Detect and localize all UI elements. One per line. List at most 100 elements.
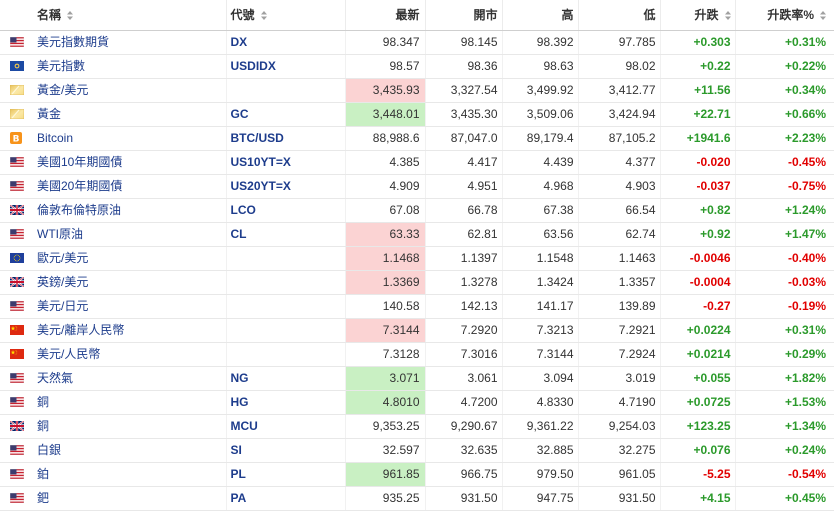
price-change: -0.0046 <box>660 246 736 271</box>
instrument-name-link[interactable]: 黃金 <box>37 106 62 121</box>
instrument-code-link[interactable]: NG <box>230 370 249 385</box>
last-price: 140.58 <box>345 294 426 319</box>
table-row: 鈀 PA 935.25 931.50 947.75 931.50 +4.15 +0.45% <box>0 486 834 511</box>
header-high-label: 高 <box>561 8 574 23</box>
instrument-code-link[interactable]: US20YT=X <box>230 178 291 193</box>
low-price: 7.2921 <box>578 318 661 343</box>
high-price: 3,499.92 <box>502 78 579 103</box>
last-price: 935.25 <box>345 486 426 511</box>
table-row: 美元/人民幣 7.3128 7.3016 7.3144 7.2924 +0.0214 +0.… <box>0 342 834 367</box>
instrument-code-link[interactable]: MCU <box>230 418 258 433</box>
instrument-name-link[interactable]: 美元/日元 <box>37 298 89 313</box>
header-code-label: 代號 <box>230 8 255 23</box>
instrument-name-link[interactable]: 白銀 <box>37 442 62 457</box>
instrument-code-link[interactable]: SI <box>230 442 242 457</box>
us-flag-icon <box>10 300 24 311</box>
instrument-code-link[interactable]: DX <box>230 34 248 49</box>
table-row: 英鎊/美元 1.3369 1.3278 1.3424 1.3357 -0.0004 -0.0… <box>0 270 834 295</box>
high-price: 89,179.4 <box>502 126 579 151</box>
code-cell: NG <box>226 366 346 391</box>
header-change-pct[interactable]: 升跌率% <box>735 0 834 31</box>
sort-icon[interactable] <box>67 11 74 21</box>
price-change-pct: +1.34% <box>735 414 834 439</box>
instrument-name-link[interactable]: 美國10年期國債 <box>37 154 123 169</box>
header-change[interactable]: 升跌 <box>660 0 736 31</box>
instrument-code-link[interactable]: GC <box>230 106 249 121</box>
us-flag-icon <box>10 468 24 479</box>
instrument-name-link[interactable]: 美元/離岸人民幣 <box>37 322 125 337</box>
open-price: 98.145 <box>425 30 503 55</box>
instrument-code-link[interactable]: BTC/USD <box>230 130 284 145</box>
sort-icon[interactable] <box>724 11 731 21</box>
price-change: +123.25 <box>660 414 736 439</box>
name-cell: 美元指數期貨 <box>0 30 227 55</box>
high-price: 32.885 <box>502 438 579 463</box>
open-price: 142.13 <box>425 294 503 319</box>
svg-text:B: B <box>13 134 20 144</box>
instrument-name-link[interactable]: 鈀 <box>37 490 50 505</box>
uk-flag-icon <box>10 276 24 287</box>
high-price: 63.56 <box>502 222 579 247</box>
instrument-code-link[interactable]: US10YT=X <box>230 154 291 169</box>
high-price: 7.3144 <box>502 342 579 367</box>
us-flag-icon <box>10 36 24 47</box>
instrument-name-link[interactable]: 英鎊/美元 <box>37 274 89 289</box>
instrument-name-link[interactable]: 銅 <box>37 418 50 433</box>
instrument-code-link[interactable]: LCO <box>230 202 256 217</box>
last-price: 4.8010 <box>345 390 426 415</box>
instrument-code-link[interactable]: PA <box>230 490 247 505</box>
open-price: 1.3278 <box>425 270 503 295</box>
price-change-pct: +0.66% <box>735 102 834 127</box>
table-row: 銅 HG 4.8010 4.7200 4.8330 4.7190 +0.0725 +1.53% <box>0 390 834 415</box>
sort-icon[interactable] <box>820 11 826 21</box>
header-code[interactable]: 代號 <box>226 0 346 31</box>
open-price: 98.36 <box>425 54 503 79</box>
code-cell: USDIDX <box>226 54 346 79</box>
instrument-name-link[interactable]: 鉑 <box>37 466 50 481</box>
table-row: 銅 MCU 9,353.25 9,290.67 9,361.22 9,254.03 +123… <box>0 414 834 439</box>
header-name-label: 名稱 <box>37 8 62 23</box>
instrument-name-link[interactable]: 美元/人民幣 <box>37 346 101 361</box>
uk-flag-icon <box>10 420 24 431</box>
code-cell: US10YT=X <box>226 150 346 175</box>
instrument-name-link[interactable]: 倫敦布倫特原油 <box>37 202 122 217</box>
name-cell: 英鎊/美元 <box>0 270 227 295</box>
instrument-code-link[interactable]: CL <box>230 226 247 241</box>
instrument-name-link[interactable]: Bitcoin <box>37 130 74 145</box>
low-price: 62.74 <box>578 222 661 247</box>
instrument-name-link[interactable]: 天然氣 <box>37 370 74 385</box>
sort-icon[interactable] <box>260 11 267 21</box>
low-price: 1.1463 <box>578 246 661 271</box>
low-price: 9,254.03 <box>578 414 661 439</box>
last-price: 98.347 <box>345 30 426 55</box>
header-name[interactable]: 名稱 <box>0 0 227 31</box>
last-price: 4.385 <box>345 150 426 175</box>
price-change-pct: +1.53% <box>735 390 834 415</box>
instrument-name-link[interactable]: 美元指數期貨 <box>37 34 110 49</box>
instrument-code-link[interactable]: USDIDX <box>230 58 276 73</box>
instrument-name-link[interactable]: 銅 <box>37 394 50 409</box>
instrument-name-link[interactable]: 美國20年期國債 <box>37 178 123 193</box>
open-price: 3,435.30 <box>425 102 503 127</box>
instrument-code-link[interactable]: HG <box>230 394 249 409</box>
low-price: 98.02 <box>578 54 661 79</box>
instrument-name-link[interactable]: 歐元/美元 <box>37 250 89 265</box>
name-cell: 美國20年期國債 <box>0 174 227 199</box>
last-price: 4.909 <box>345 174 426 199</box>
instrument-name-link[interactable]: WTI原油 <box>37 226 83 241</box>
table-row: 黃金/美元 3,435.93 3,327.54 3,499.92 3,412.77 +11… <box>0 78 834 103</box>
instrument-name-link[interactable]: 美元指數 <box>37 58 86 73</box>
code-cell <box>226 78 346 103</box>
name-cell: 美元/日元 <box>0 294 227 319</box>
table-body: 美元指數期貨 DX 98.347 98.145 98.392 97.785 +0.303 +0… <box>0 30 834 511</box>
high-price: 9,361.22 <box>502 414 579 439</box>
low-price: 4.903 <box>578 174 661 199</box>
last-price: 88,988.6 <box>345 126 426 151</box>
price-change-pct: +2.23% <box>735 126 834 151</box>
table-row: 美元指數 USDIDX 98.57 98.36 98.63 98.02 +0.22 +0.22… <box>0 54 834 79</box>
low-price: 97.785 <box>578 30 661 55</box>
price-change: +0.0214 <box>660 342 736 367</box>
table-row: 歐元/美元 1.1468 1.1397 1.1548 1.1463 -0.0046 -0.4… <box>0 246 834 271</box>
instrument-name-link[interactable]: 黃金/美元 <box>37 82 89 97</box>
instrument-code-link[interactable]: PL <box>230 466 246 481</box>
